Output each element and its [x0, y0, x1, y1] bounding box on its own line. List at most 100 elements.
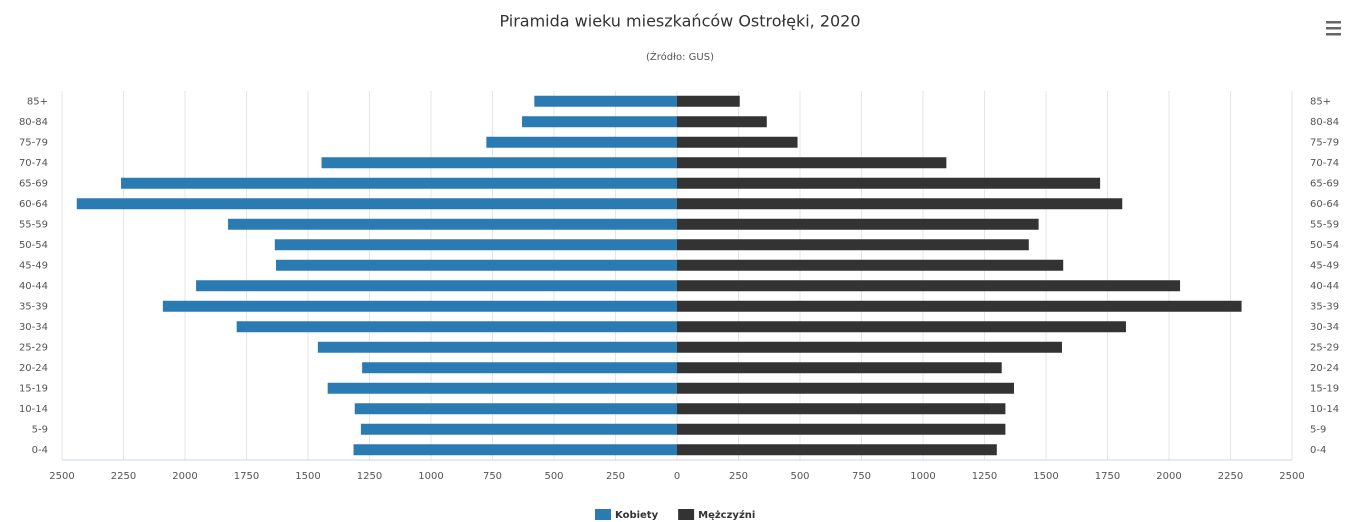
- y-tick-label: 0-4: [32, 445, 48, 456]
- x-tick-label: 750: [852, 471, 871, 482]
- bar: [677, 218, 1039, 230]
- y-tick-label: 60-64: [19, 199, 48, 210]
- y-tick-label-right: 20-24: [1310, 363, 1339, 374]
- y-tick-label-right: 10-14: [1310, 404, 1339, 415]
- y-tick-label-right: 70-74: [1310, 158, 1339, 169]
- legend-swatch: [678, 509, 695, 520]
- x-tick-label: 2500: [49, 471, 74, 482]
- bar: [677, 259, 1064, 271]
- y-tick-label: 10-14: [19, 404, 48, 415]
- y-tick-label-right: 85+: [1310, 96, 1331, 107]
- y-tick-label: 75-79: [19, 137, 48, 148]
- x-tick-label: 1250: [357, 471, 382, 482]
- x-tick-label: 1500: [295, 471, 320, 482]
- x-tick-label: 0: [674, 471, 680, 482]
- bar: [321, 157, 677, 169]
- y-tick-label-right: 55-59: [1310, 219, 1339, 230]
- bar: [522, 116, 677, 128]
- bar: [677, 341, 1062, 353]
- y-tick-label: 50-54: [19, 240, 48, 251]
- bar: [677, 116, 767, 128]
- x-tick-label: 2500: [1279, 471, 1304, 482]
- y-tick-label-right: 5-9: [1310, 424, 1326, 435]
- bar: [677, 157, 947, 169]
- bar: [677, 136, 798, 148]
- bar: [360, 423, 677, 435]
- bar: [677, 239, 1029, 251]
- y-tick-label-right: 0-4: [1310, 445, 1326, 456]
- x-tick-label: 1000: [418, 471, 443, 482]
- x-tick-label: 2000: [172, 471, 197, 482]
- x-tick-label: 1750: [234, 471, 259, 482]
- x-tick-label: 750: [483, 471, 502, 482]
- bar: [486, 136, 677, 148]
- y-tick-label-right: 80-84: [1310, 117, 1339, 128]
- chart-title: Piramida wieku mieszkańców Ostrołęki, 20…: [499, 12, 860, 31]
- y-tick-label: 25-29: [19, 342, 48, 353]
- legend-label: Kobiety: [615, 510, 659, 521]
- bar: [162, 300, 678, 312]
- x-tick-label: 250: [606, 471, 625, 482]
- y-tick-label: 40-44: [19, 281, 48, 292]
- bar: [677, 280, 1181, 292]
- x-tick-label: 1000: [910, 471, 935, 482]
- y-tick-label-right: 15-19: [1310, 383, 1339, 394]
- y-tick-label-right: 35-39: [1310, 301, 1339, 312]
- bar: [274, 239, 677, 251]
- chart-subtitle: (Źródło: GUS): [646, 50, 714, 63]
- y-tick-label: 35-39: [19, 301, 48, 312]
- bar: [677, 177, 1101, 189]
- bar: [677, 444, 997, 456]
- bar: [677, 321, 1126, 333]
- bar: [228, 218, 678, 230]
- x-tick-label: 2250: [111, 471, 136, 482]
- y-tick-label: 80-84: [19, 117, 48, 128]
- bar: [354, 403, 677, 415]
- bar: [677, 362, 1002, 374]
- y-tick-label: 70-74: [19, 158, 48, 169]
- bar: [236, 321, 677, 333]
- bar: [677, 382, 1015, 394]
- x-tick-label: 500: [790, 471, 809, 482]
- y-tick-label-right: 65-69: [1310, 178, 1339, 189]
- y-tick-label: 45-49: [19, 260, 48, 271]
- y-tick-label-right: 30-34: [1310, 322, 1339, 333]
- bar: [76, 198, 677, 210]
- x-tick-label: 250: [729, 471, 748, 482]
- x-tick-label: 2000: [1156, 471, 1181, 482]
- y-tick-label: 65-69: [19, 178, 48, 189]
- bar: [677, 198, 1123, 210]
- y-tick-label-right: 25-29: [1310, 342, 1339, 353]
- menu-bar: [1326, 27, 1341, 30]
- y-tick-label-right: 75-79: [1310, 137, 1339, 148]
- y-tick-label-right: 40-44: [1310, 281, 1339, 292]
- y-tick-label: 55-59: [19, 219, 48, 230]
- y-tick-label: 20-24: [19, 363, 48, 374]
- bar: [677, 403, 1006, 415]
- menu-bar: [1326, 21, 1341, 24]
- x-tick-label: 1250: [972, 471, 997, 482]
- x-tick-label: 1500: [1033, 471, 1058, 482]
- y-tick-label-right: 60-64: [1310, 199, 1339, 210]
- bar: [353, 444, 677, 456]
- bar: [121, 177, 678, 189]
- y-tick-label: 85+: [27, 96, 48, 107]
- menu-button[interactable]: [1326, 21, 1341, 36]
- bar: [276, 259, 677, 271]
- bar: [677, 95, 740, 107]
- bar: [677, 300, 1242, 312]
- menu-bar: [1326, 33, 1341, 36]
- x-tick-label: 1750: [1095, 471, 1120, 482]
- bar: [677, 423, 1006, 435]
- bar: [196, 280, 677, 292]
- y-tick-label-right: 50-54: [1310, 240, 1339, 251]
- y-tick-label-right: 45-49: [1310, 260, 1339, 271]
- bar: [362, 362, 677, 374]
- y-tick-label: 15-19: [19, 383, 48, 394]
- y-tick-label: 5-9: [32, 424, 48, 435]
- y-tick-label: 30-34: [19, 322, 48, 333]
- bar: [317, 341, 677, 353]
- bar: [327, 382, 677, 394]
- bar: [534, 95, 677, 107]
